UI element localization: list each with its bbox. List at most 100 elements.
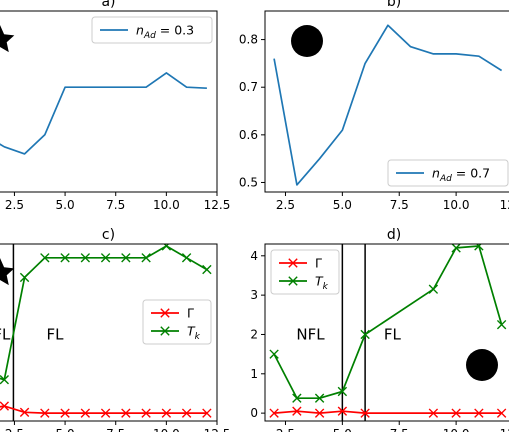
legend-entry-label: nAd = 0.7 [432,166,490,185]
panel-0-axes: 2.5 5.0 7.5 10.0 12.5 a) nAd = 0.3 [0,0,230,212]
x-tick-label: 7.5 [390,198,409,212]
data-point-marker [0,375,10,385]
x-tick-label: 10.0 [153,198,180,212]
circle-shape-icon [291,25,323,57]
y-tick-label: 0.7 [239,80,258,94]
data-point-marker [80,253,91,263]
legend: Γ Tk [142,299,212,345]
x-tick-label: 5.0 [333,427,352,432]
data-point-marker [314,393,325,403]
x-tick-label: 5.0 [56,198,75,212]
circle-shape-icon [466,349,498,381]
axes-frame [0,10,218,193]
legend-swatch-marker [288,276,298,286]
x-tick-label: 10.0 [443,198,470,212]
legend-entry-label: Γ [315,256,322,271]
data-point-marker [80,408,91,418]
x-tick-label: 12.5 [500,427,509,432]
x-tick-label: 7.5 [390,427,409,432]
panel-title: a) [101,0,115,10]
legend: nAd = 0.3 [91,16,213,44]
series-line-0 [0,405,207,414]
x-tick-label: 2.5 [5,198,24,212]
data-point-marker [474,244,484,251]
data-point-marker [202,264,212,275]
legend-entry-label: Γ [187,306,194,321]
legend-entry-label: nAd = 0.3 [136,23,194,42]
data-point-marker [100,408,111,418]
series-line-1 [0,245,208,381]
panel-1-axes: 2.5 5.0 7.5 10.0 12.5 0.5 0.6 0.7 0.8 b) nAd = 0.7 [239,0,509,212]
data-point-marker [474,408,484,418]
data-point-marker [360,408,370,418]
data-point-marker [100,253,111,263]
data-point-marker [428,408,439,418]
data-point-marker [141,408,151,418]
data-point-marker [161,408,172,418]
legend-swatch-marker [160,308,170,318]
panel-title: c) [102,227,115,243]
data-point-marker [496,408,507,418]
x-tick-label: 2.5 [5,427,24,432]
legend-box [91,16,213,44]
y-tick-label: 2 [250,327,258,341]
data-point-marker [314,408,325,418]
series-line-0 [274,410,502,414]
data-point-marker [40,253,50,263]
legend-entry-label: Tk [187,324,201,343]
legend-box [270,249,340,295]
data-point-marker [337,406,348,416]
legend-box [142,299,212,345]
series-line-0 [273,24,503,186]
axes-frame [264,10,509,193]
data-point-marker [60,253,70,263]
panel-title: b) [387,0,401,10]
panel-3-axes: 2.5 5.0 7.5 10.0 12.5 0 1 2 3 4 d) Γ Tk [250,227,509,432]
legend: nAd = 0.7 [387,159,509,187]
star-shape-icon [0,258,15,286]
x-tick-label: 7.5 [106,198,125,212]
data-point-marker [451,244,461,253]
data-point-marker [337,386,348,397]
data-point-marker [60,408,70,418]
region-label-nfl: NFL [296,325,325,343]
y-tick-label: 0 [250,406,258,420]
data-point-marker [292,393,302,403]
panel-2-plot-area: NFL FL [0,244,212,421]
x-tick-label: 10.0 [153,427,180,432]
axes-frame [264,243,509,422]
x-tick-label: 5.0 [56,427,75,432]
x-tick-label: 10.0 [443,427,470,432]
data-point-marker [0,401,10,411]
legend-box [387,159,509,187]
data-point-marker [269,408,279,418]
data-point-marker [428,284,439,294]
x-tick-label: 12.5 [500,198,509,212]
legend: Γ Tk [270,249,340,295]
data-point-marker [40,408,50,418]
data-point-marker [181,408,192,418]
y-tick-label: 3 [250,288,258,302]
region-label-fl: FL [46,325,64,343]
y-tick-label: 4 [250,249,258,263]
x-tick-label: 2.5 [276,427,295,432]
panel-3-plot-area: NFL FL [269,244,507,421]
data-point-marker [181,253,192,263]
y-tick-label: 0.5 [239,175,258,189]
legend-entry-label: Tk [315,274,329,293]
panel-0-plot-area [0,25,207,155]
data-point-marker [19,272,30,283]
data-point-marker [161,244,172,251]
data-point-marker [202,408,212,418]
data-point-marker [360,329,370,340]
panel-2-axes: 2.5 5.0 7.5 10.0 12.5 c) Γ Tk [0,227,230,432]
panel-1-plot-area [273,24,503,186]
data-point-marker [451,408,461,418]
series-line-0 [0,72,207,155]
x-tick-label: 2.5 [276,198,295,212]
data-point-marker [496,319,507,330]
star-shape-icon [0,25,15,53]
data-point-marker [121,253,131,263]
y-tick-label: 0.8 [239,33,258,47]
data-point-marker [19,407,30,418]
